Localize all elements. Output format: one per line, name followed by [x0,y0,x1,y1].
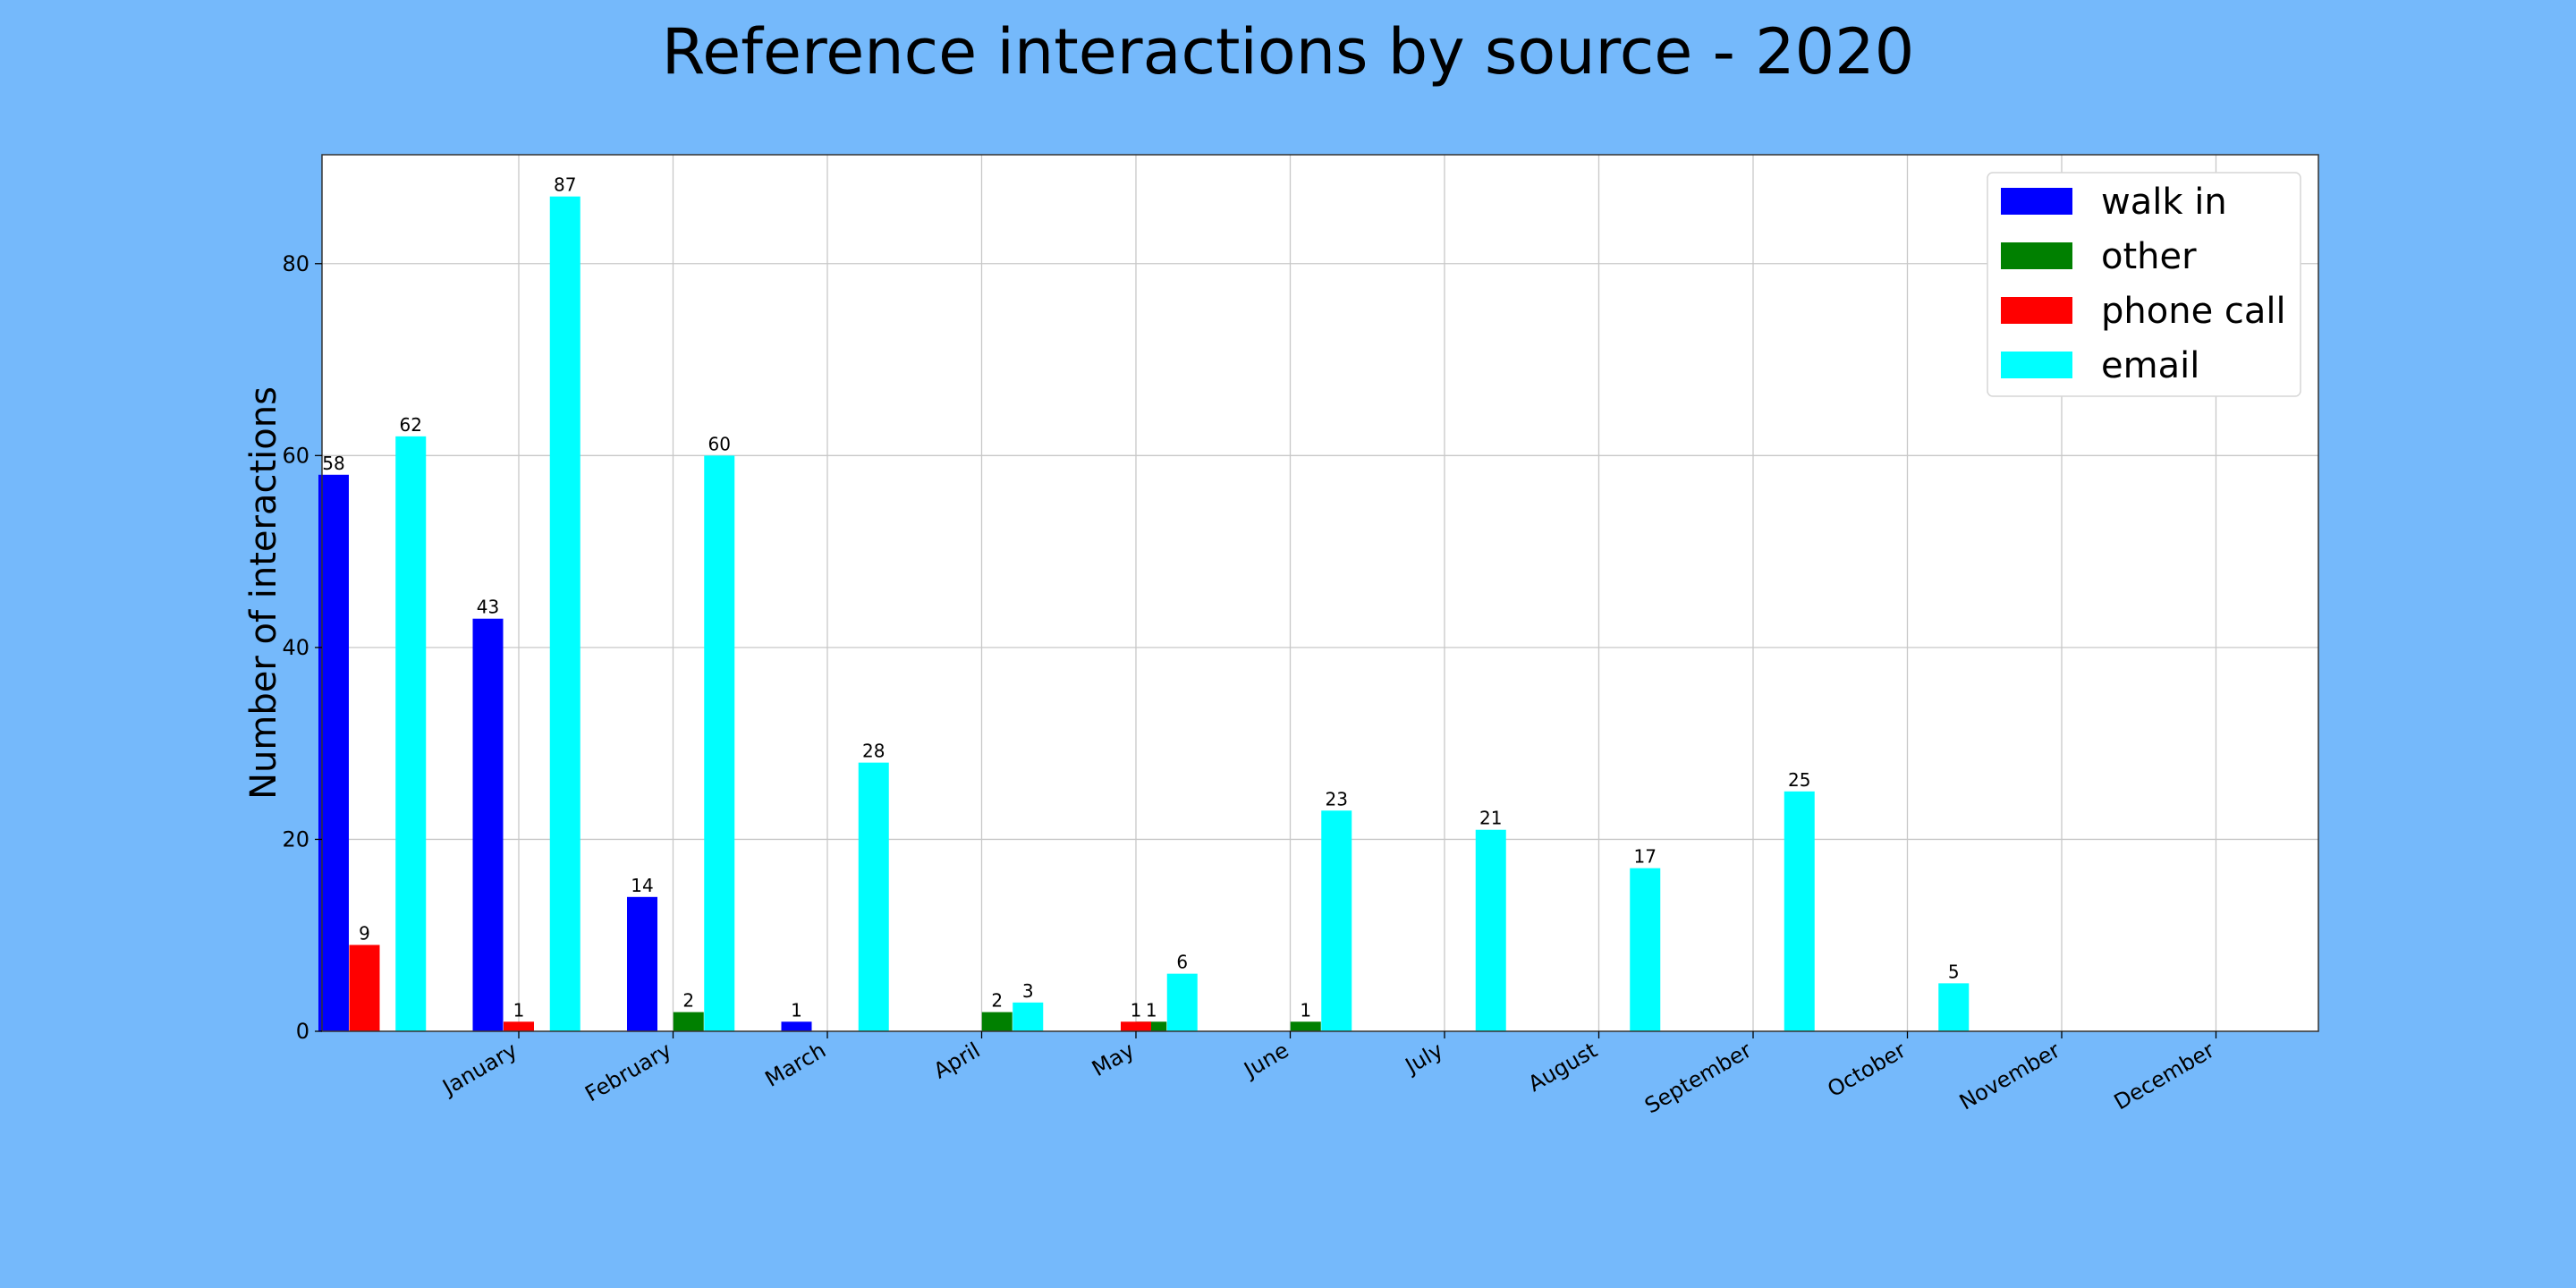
bar-value-label: 87 [554,174,576,196]
bar-value-label: 17 [1634,846,1657,868]
bar-value-label: 1 [791,999,802,1021]
bar-value-label: 6 [1176,952,1188,973]
x-tick-label: December [2110,1038,2219,1115]
bar [1321,810,1352,1031]
y-tick-label: 60 [282,443,309,468]
bar-value-label: 3 [1022,980,1034,1002]
bar-value-label: 14 [631,875,653,896]
bar [1784,791,1815,1031]
y-tick-label: 80 [282,251,309,276]
bar [1136,1021,1167,1031]
bar [549,196,580,1031]
bar [627,896,657,1031]
bar-value-label: 23 [1326,788,1348,809]
legend-label: other [2101,236,2197,277]
legend-label: walk in [2101,182,2227,223]
bar [1166,973,1198,1031]
bar-value-label: 5 [1948,961,1960,982]
bar [673,1012,704,1031]
bar [1013,1002,1044,1031]
x-tick-label: February [580,1038,675,1106]
bar [1290,1021,1321,1031]
bar-value-label: 1 [1300,999,1311,1021]
grid-layer [322,155,2318,1032]
x-tick-label: January [436,1038,521,1101]
bar [1475,829,1506,1031]
bar [349,945,380,1031]
bar-value-label: 62 [400,414,422,436]
x-tick-label: April [929,1038,985,1084]
legend-swatch [2001,297,2072,324]
bar [395,436,427,1031]
bar-value-label: 25 [1788,769,1810,791]
bar-value-label: 2 [991,990,1003,1012]
y-tick-label: 0 [296,1019,309,1044]
bar [858,762,889,1031]
bar [781,1021,812,1031]
x-tick-label: August [1524,1038,1602,1097]
y-tick-label: 20 [282,826,309,852]
legend-swatch [2001,242,2072,269]
legend-label: phone call [2101,291,2286,332]
bar-value-label: 21 [1479,808,1502,829]
bar-value-label: 1 [1146,999,1157,1021]
y-axis-label: Number of interactions [243,386,284,800]
bar-value-label: 1 [513,999,525,1021]
bar-value-label: 58 [322,453,344,474]
bar-value-label: 60 [708,433,731,454]
bar [1630,868,1661,1031]
x-tick-label: May [1088,1038,1139,1081]
bar-value-label: 43 [477,597,499,618]
plot-frame [321,154,2319,1032]
legend: walk in other phone call email [1987,172,2301,397]
x-tick-label: November [1955,1038,2064,1115]
chart-title: Reference interactions by source - 2020 [662,15,1915,89]
x-tick-label: June [1239,1038,1293,1083]
bar [504,1021,534,1031]
plot-area [322,155,2318,1031]
bar [1938,983,1970,1031]
x-tick-label: March [761,1038,830,1092]
bar [472,618,504,1031]
bar-value-label: 2 [682,990,694,1012]
y-tick-label: 40 [282,635,309,660]
bar [1121,1021,1151,1031]
bar-value-label: 1 [1131,999,1142,1021]
x-tick-label: July [1400,1038,1447,1080]
legend-swatch [2001,188,2072,215]
legend-label: email [2101,345,2199,386]
x-tick-label: September [1640,1038,1756,1119]
bar [318,474,349,1031]
bar-value-label: 9 [359,922,370,944]
bar [981,1012,1013,1031]
legend-box [1987,172,2301,397]
legend-swatch [2001,352,2072,378]
x-tick-label: October [1823,1038,1910,1102]
bar [704,455,735,1031]
bar-value-label: 28 [862,741,885,762]
